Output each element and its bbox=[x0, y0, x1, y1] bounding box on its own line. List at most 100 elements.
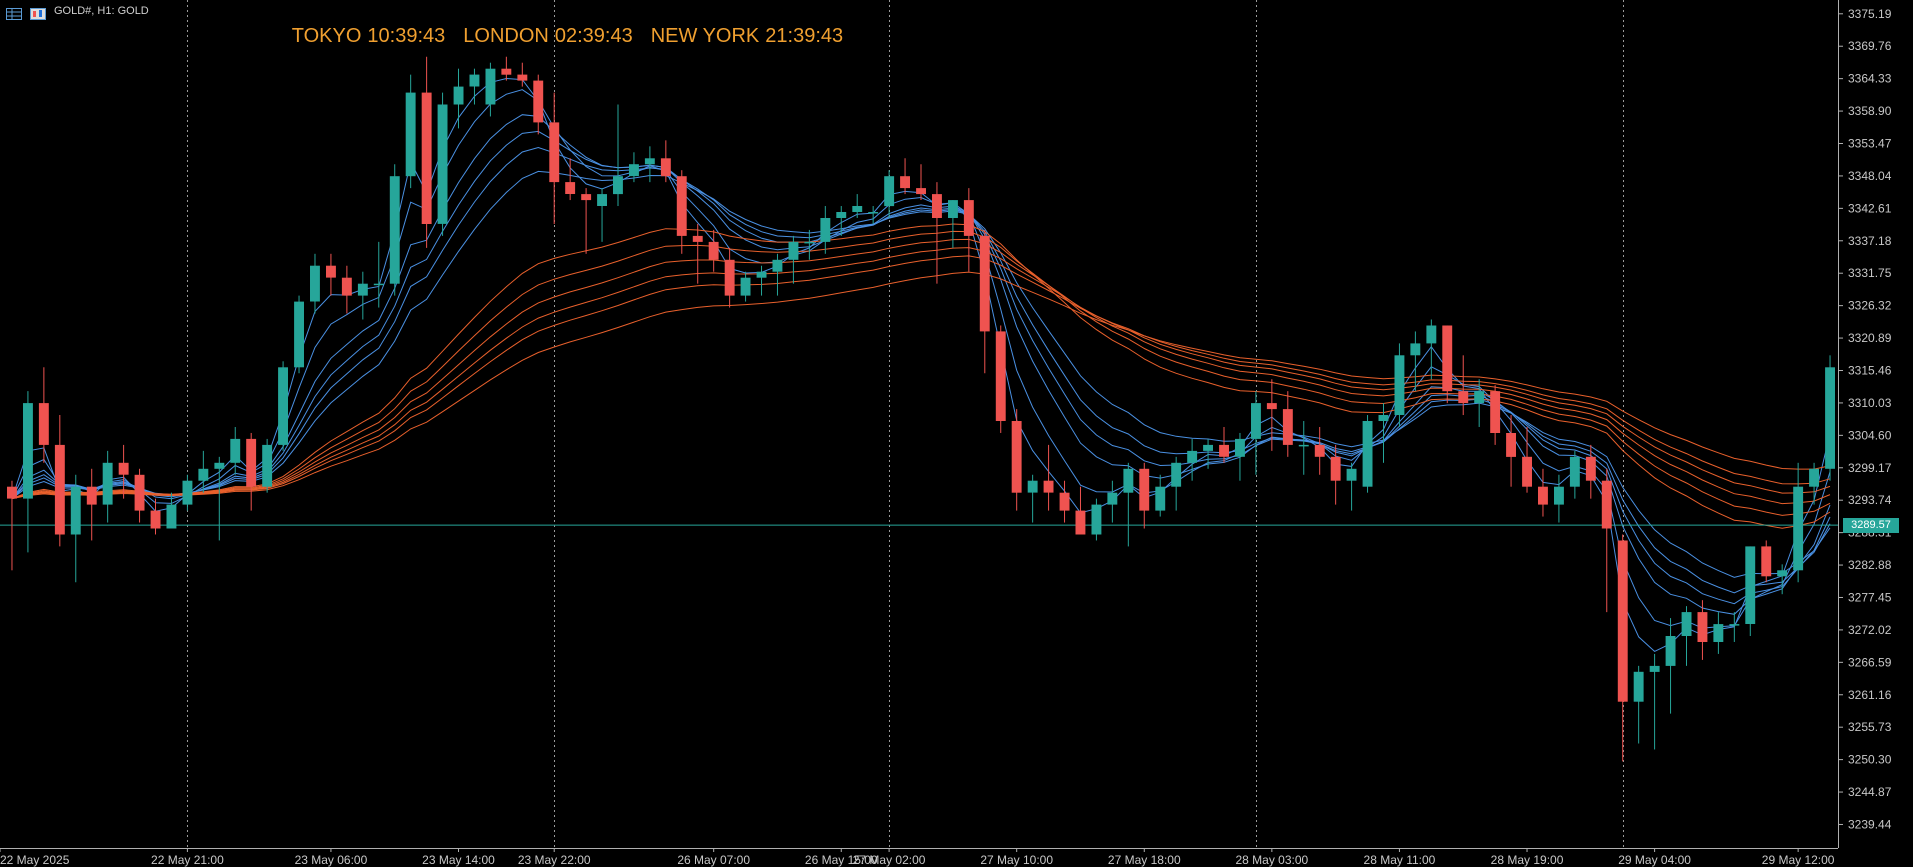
candle-body bbox=[230, 438, 241, 463]
candle-body bbox=[1330, 456, 1341, 481]
x-tick-label: 22 May 2025 bbox=[0, 853, 70, 867]
candle-body bbox=[501, 68, 512, 75]
x-tick-label: 26 May 07:00 bbox=[677, 853, 750, 867]
y-tick-label: 3293.74 bbox=[1848, 493, 1892, 507]
chart-header: GOLD#, H1: GOLD bbox=[6, 2, 149, 20]
candle-body bbox=[868, 212, 879, 214]
clock-london-time: 02:39:43 bbox=[554, 25, 633, 47]
candle-body bbox=[1091, 504, 1102, 535]
candle-body bbox=[1314, 444, 1325, 457]
candle-body bbox=[852, 206, 863, 212]
x-tick-label: 23 May 14:00 bbox=[422, 853, 495, 867]
chart-settings-icon[interactable] bbox=[30, 5, 46, 20]
candle-body bbox=[1474, 391, 1485, 404]
candle-body bbox=[1825, 367, 1835, 469]
candle-body bbox=[1011, 421, 1022, 493]
y-tick-label: 3239.44 bbox=[1848, 817, 1892, 831]
y-tick-label: 3261.16 bbox=[1848, 688, 1892, 702]
candle-body bbox=[1569, 456, 1580, 487]
candle-body bbox=[772, 259, 783, 272]
candle-body bbox=[134, 474, 145, 511]
candle-body bbox=[1585, 456, 1596, 481]
session-clocks: TOKYO 10:39:43 LONDON 02:39:43 NEW YORK 21:39… bbox=[281, 2, 861, 48]
candle-body bbox=[1713, 624, 1724, 642]
candle-body bbox=[485, 68, 496, 105]
candle-body bbox=[1378, 415, 1389, 421]
candle-body bbox=[1426, 325, 1437, 344]
candle-body bbox=[1681, 612, 1692, 636]
moving-average-line-8 bbox=[11, 238, 1831, 505]
moving-average-line-9 bbox=[11, 247, 1831, 500]
candle-body bbox=[916, 188, 926, 195]
candle-body bbox=[150, 510, 161, 529]
candle-body bbox=[836, 212, 847, 218]
x-tick-label: 27 May 02:00 bbox=[853, 853, 926, 867]
candle-body bbox=[1649, 665, 1660, 672]
candle-body bbox=[804, 241, 815, 244]
candle-body bbox=[54, 444, 65, 535]
candle-body bbox=[724, 259, 735, 296]
moving-average-line-10 bbox=[11, 255, 1831, 500]
y-tick-label: 3358.90 bbox=[1848, 104, 1892, 118]
y-tick-label: 3315.46 bbox=[1848, 363, 1892, 377]
y-tick-label: 3255.73 bbox=[1848, 720, 1892, 734]
clock-tokyo-time: 10:39:43 bbox=[367, 25, 446, 47]
candle-body bbox=[70, 486, 81, 535]
clock-tokyo: TOKYO 10:39:43 bbox=[292, 25, 446, 47]
moving-average-line-6 bbox=[11, 223, 1831, 529]
candle-body bbox=[1235, 438, 1245, 457]
x-tick-label: 28 May 03:00 bbox=[1235, 853, 1308, 867]
candle-body bbox=[357, 283, 368, 296]
candle-body bbox=[517, 74, 528, 81]
candle-body bbox=[469, 74, 480, 87]
candle-body bbox=[166, 504, 177, 529]
candle-body bbox=[900, 176, 910, 189]
candle-body bbox=[1617, 540, 1628, 702]
candle-body bbox=[1793, 486, 1804, 571]
y-tick-label: 3375.19 bbox=[1848, 7, 1892, 21]
x-tick-label: 29 May 04:00 bbox=[1618, 853, 1691, 867]
y-tick-label: 3337.18 bbox=[1848, 234, 1892, 248]
candle-body bbox=[1697, 612, 1708, 642]
x-tick-label: 28 May 11:00 bbox=[1364, 853, 1436, 867]
x-tick-label: 29 May 12:00 bbox=[1762, 853, 1835, 867]
candle-body bbox=[1745, 546, 1756, 624]
x-tick-label: 28 May 19:00 bbox=[1491, 853, 1564, 867]
chart-list-icon[interactable] bbox=[6, 5, 22, 20]
y-tick-label: 3348.04 bbox=[1848, 169, 1892, 183]
moving-average-line-3 bbox=[11, 130, 1831, 605]
candle-body bbox=[1506, 433, 1516, 457]
candle-body bbox=[820, 218, 831, 242]
candle-body bbox=[102, 462, 113, 505]
candle-body bbox=[262, 444, 273, 487]
x-tick-label: 27 May 18:00 bbox=[1108, 853, 1181, 867]
candle-body bbox=[1442, 325, 1453, 392]
y-tick-label: 3272.02 bbox=[1848, 623, 1892, 637]
candle-body bbox=[1601, 480, 1612, 529]
clock-newyork: NEW YORK 21:39:43 bbox=[651, 25, 843, 47]
y-tick-label: 3299.17 bbox=[1848, 461, 1892, 475]
y-tick-label: 3331.75 bbox=[1848, 266, 1892, 280]
y-tick-label: 3304.60 bbox=[1848, 428, 1892, 442]
candle-body bbox=[421, 92, 432, 224]
y-tick-label: 3342.61 bbox=[1848, 201, 1892, 215]
x-tick-label: 27 May 10:00 bbox=[980, 853, 1053, 867]
y-tick-label: 3310.03 bbox=[1848, 396, 1892, 410]
candle-body bbox=[756, 271, 767, 278]
y-tick-label: 3353.47 bbox=[1848, 137, 1892, 151]
candle-body bbox=[932, 194, 942, 218]
candle-body bbox=[1809, 468, 1819, 487]
candle-body bbox=[1171, 462, 1182, 487]
candle-body bbox=[453, 86, 464, 105]
candle-body bbox=[405, 92, 416, 177]
candle-body bbox=[1729, 624, 1740, 626]
moving-average-line-11 bbox=[11, 271, 1831, 500]
candle-body bbox=[1203, 444, 1213, 451]
clock-tokyo-city: TOKYO bbox=[291, 25, 362, 47]
candle-body bbox=[979, 235, 990, 332]
y-tick-label: 3320.89 bbox=[1848, 331, 1892, 345]
y-tick-label: 3277.45 bbox=[1848, 590, 1892, 604]
candle-body bbox=[1155, 486, 1166, 511]
y-tick-label: 3282.88 bbox=[1848, 558, 1892, 572]
